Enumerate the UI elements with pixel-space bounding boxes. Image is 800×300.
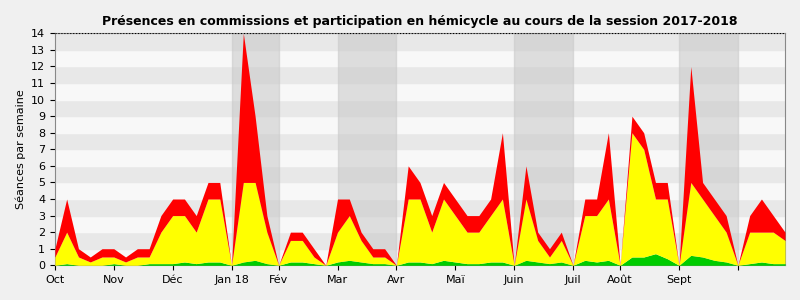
Bar — [55, 100, 785, 116]
Bar — [55, 216, 785, 232]
Bar — [514, 33, 573, 265]
Y-axis label: Séances par semaine: Séances par semaine — [15, 89, 26, 209]
Bar — [55, 83, 785, 100]
Bar — [55, 149, 785, 166]
Bar — [55, 166, 785, 182]
Bar — [55, 199, 785, 216]
Bar — [55, 50, 785, 67]
Bar — [55, 232, 785, 249]
Bar — [55, 182, 785, 199]
Bar — [55, 133, 785, 149]
Bar — [55, 33, 785, 50]
Title: Présences en commissions et participation en hémicycle au cours de la session 20: Présences en commissions et participatio… — [102, 15, 738, 28]
Bar — [55, 249, 785, 265]
Bar — [338, 33, 396, 265]
Bar — [679, 33, 738, 265]
Bar — [231, 33, 278, 265]
Bar — [55, 67, 785, 83]
Bar — [55, 116, 785, 133]
